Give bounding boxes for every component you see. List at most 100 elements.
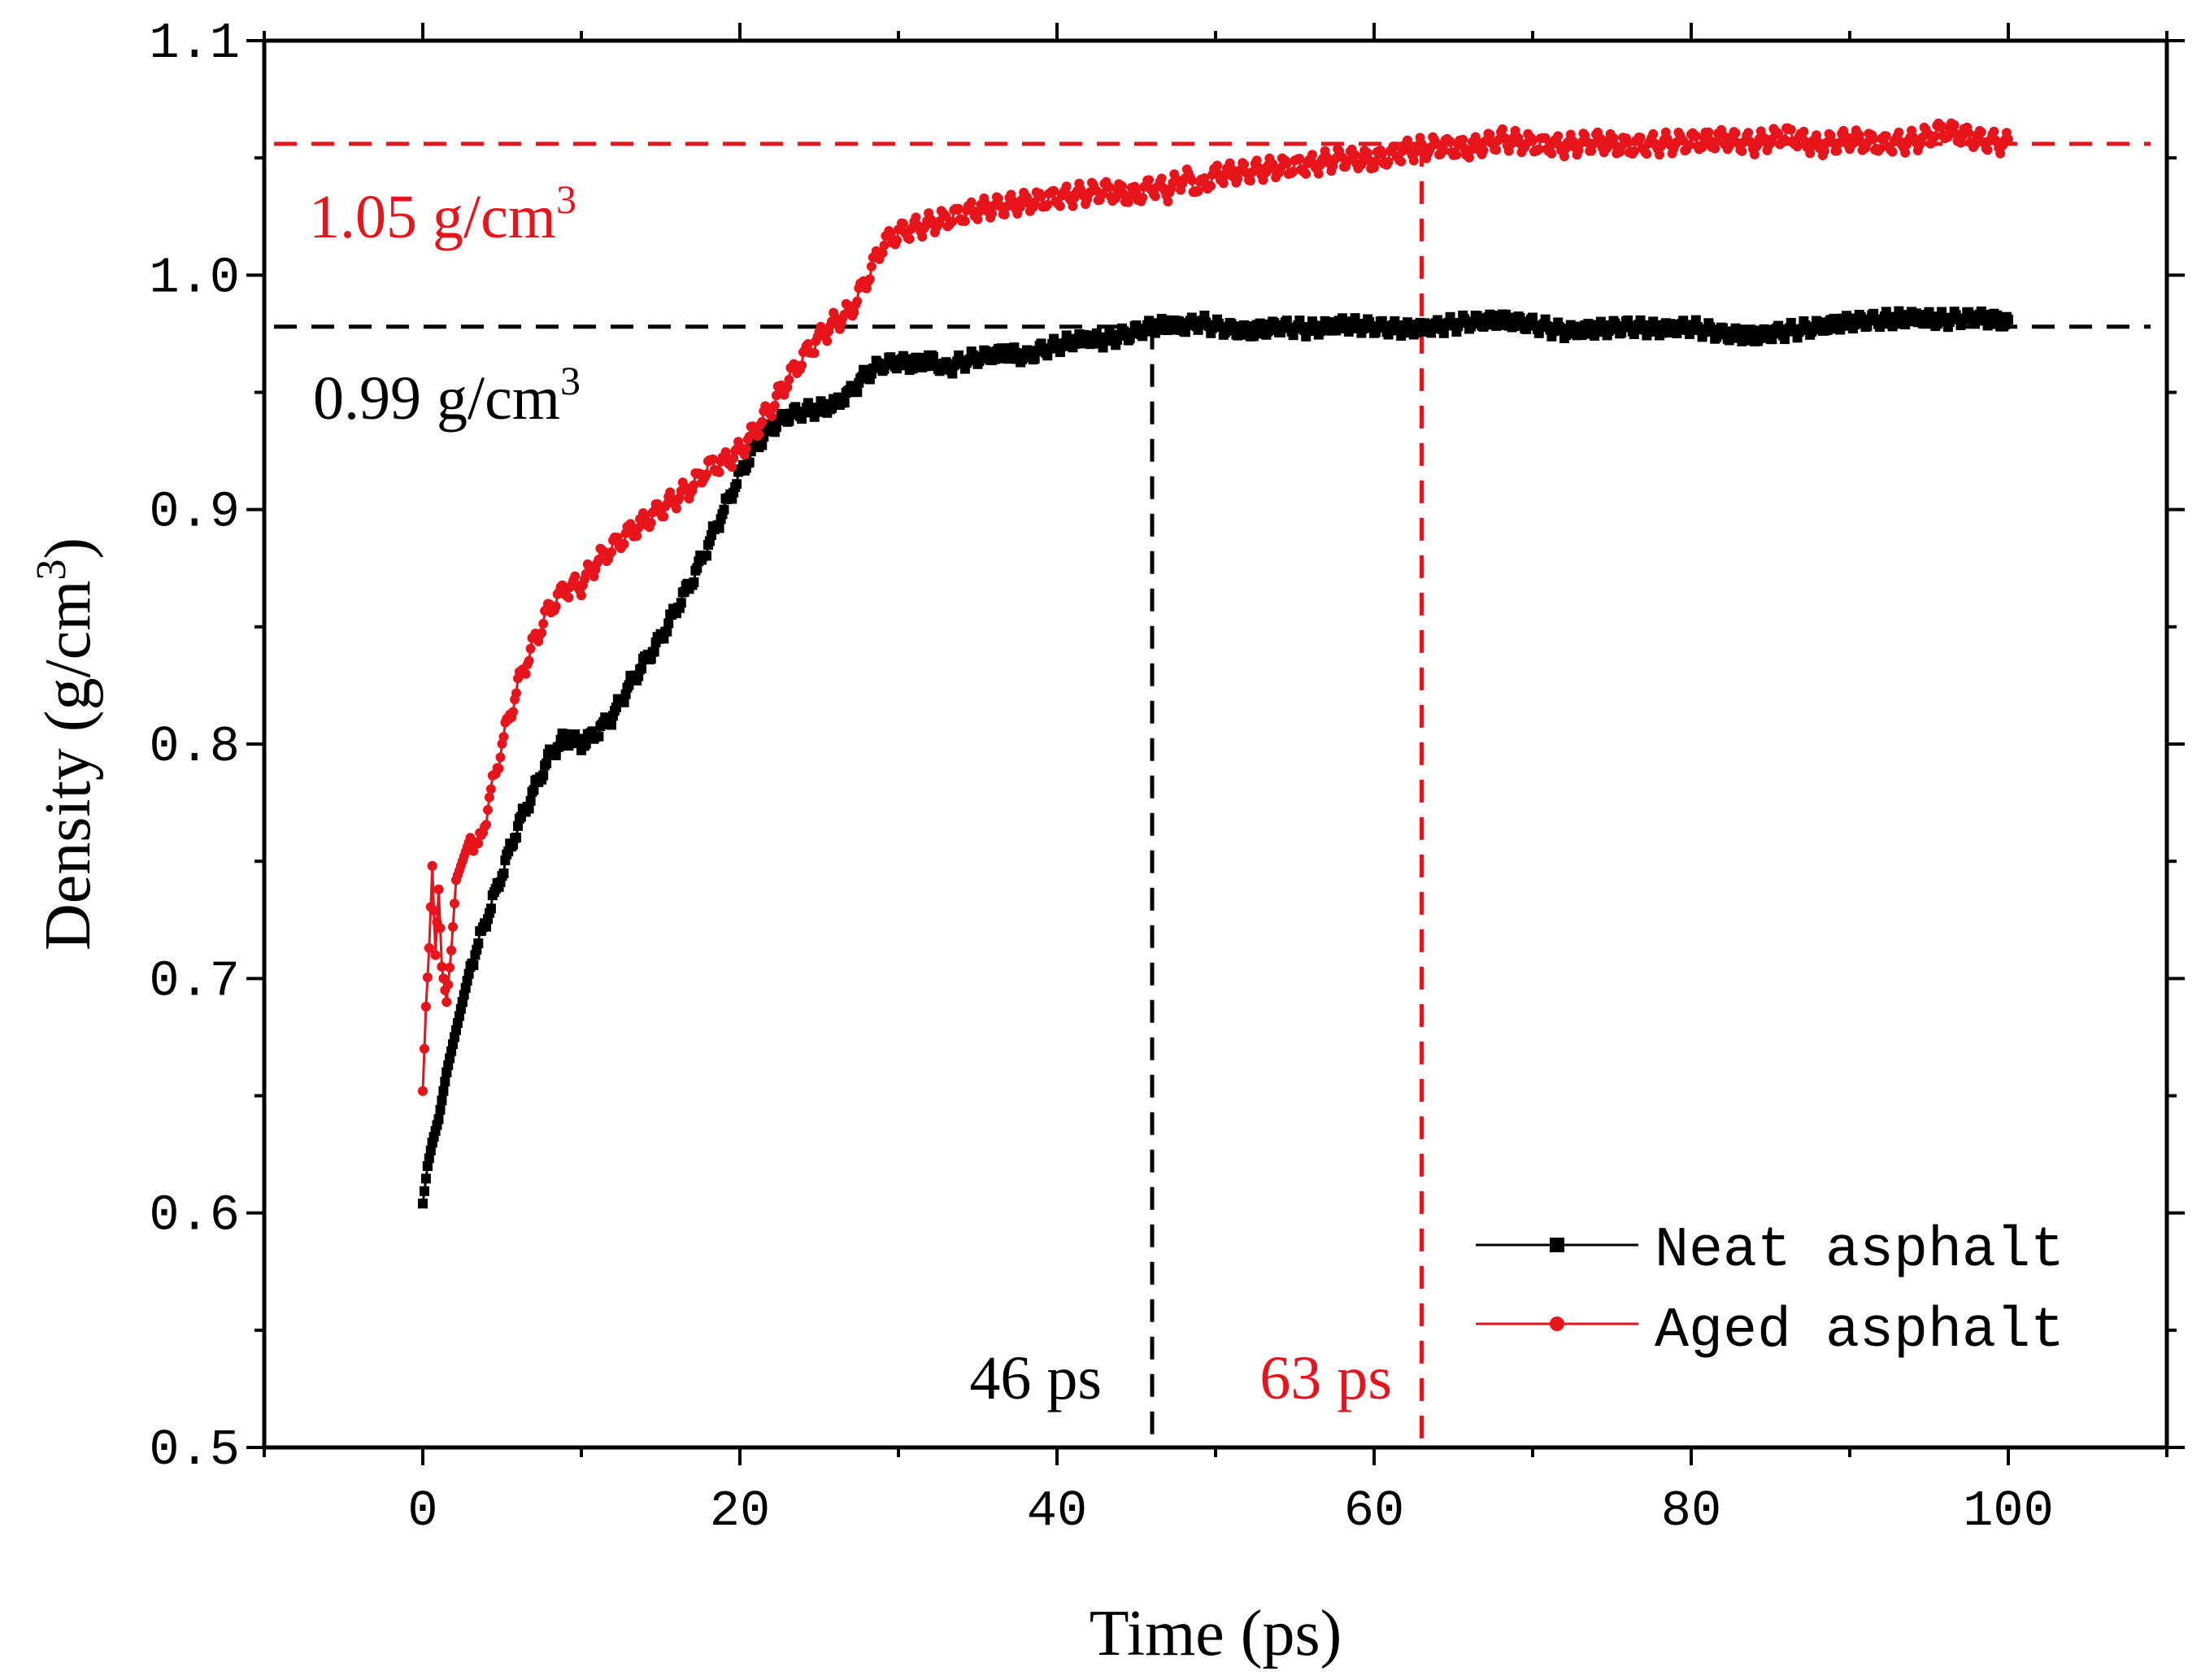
series-line xyxy=(421,120,2010,1091)
data-point xyxy=(1718,130,1728,141)
data-point xyxy=(435,923,446,934)
data-point xyxy=(1186,175,1197,185)
data-point xyxy=(1911,308,1921,319)
data-point xyxy=(702,469,711,480)
data-point xyxy=(445,962,455,973)
x-tick-label: 0 xyxy=(407,1482,437,1540)
data-point xyxy=(1792,141,1803,152)
data-point xyxy=(827,403,837,413)
data-point xyxy=(1350,150,1360,160)
data-point xyxy=(652,498,663,509)
data-point xyxy=(1672,329,1682,338)
data-point xyxy=(437,1095,447,1106)
data-point xyxy=(1982,145,1993,155)
data-point xyxy=(1629,146,1639,157)
data-point xyxy=(525,643,536,654)
data-point xyxy=(741,444,751,454)
data-point xyxy=(732,479,742,490)
data-point xyxy=(424,1153,434,1164)
data-point xyxy=(2003,134,2013,145)
data-point xyxy=(898,219,908,228)
data-series xyxy=(418,118,2013,1209)
data-point xyxy=(782,382,793,393)
data-point xyxy=(797,360,807,371)
data-point xyxy=(424,942,434,953)
data-point xyxy=(892,235,903,246)
y-tick-label: 0.6 xyxy=(149,1187,240,1245)
data-point xyxy=(433,1114,444,1125)
data-point xyxy=(1313,168,1324,179)
x-tick-label: 100 xyxy=(1963,1482,2054,1540)
data-point xyxy=(1251,155,1262,166)
data-point xyxy=(1049,185,1059,196)
data-point xyxy=(754,429,764,439)
data-point xyxy=(1930,131,1941,141)
data-point xyxy=(418,1086,428,1096)
data-point xyxy=(1832,146,1842,156)
data-point xyxy=(481,820,491,830)
data-point xyxy=(1150,191,1160,202)
data-point xyxy=(420,1186,429,1196)
data-point xyxy=(1491,145,1502,155)
data-point xyxy=(1498,124,1507,134)
data-point xyxy=(1875,144,1885,155)
data-point xyxy=(947,368,958,379)
data-point xyxy=(428,905,439,916)
series-neat-asphalt xyxy=(418,306,2013,1209)
data-point xyxy=(1533,144,1544,155)
data-point xyxy=(1233,174,1243,184)
data-point xyxy=(542,758,552,768)
data-point xyxy=(594,555,604,565)
data-point xyxy=(987,208,998,219)
legend-item-neat: Neat asphalt xyxy=(1476,1219,2064,1283)
data-point xyxy=(803,339,813,349)
data-point xyxy=(1655,150,1664,160)
data-point xyxy=(1338,313,1347,324)
data-point xyxy=(557,580,568,590)
data-point xyxy=(1743,128,1754,138)
data-point xyxy=(1371,156,1381,167)
data-point xyxy=(744,457,755,468)
data-point xyxy=(468,846,479,856)
data-point xyxy=(720,447,731,457)
annotation-neat-density: 0.99 g/cm3 xyxy=(313,358,581,433)
data-point xyxy=(594,731,604,742)
data-point xyxy=(442,997,452,1008)
y-tick-label: 1.1 xyxy=(149,15,240,72)
data-point xyxy=(1206,181,1216,191)
legend: Neat asphalt Aged asphalt xyxy=(1476,1219,2064,1364)
data-point xyxy=(1685,140,1694,150)
data-point xyxy=(1016,202,1026,212)
data-point xyxy=(1438,146,1449,155)
data-point xyxy=(1426,328,1437,338)
data-point xyxy=(1780,334,1790,345)
data-point xyxy=(1174,316,1185,327)
data-point xyxy=(1377,149,1387,159)
data-point xyxy=(1144,175,1155,185)
data-point xyxy=(422,1161,433,1171)
data-point xyxy=(520,668,531,679)
data-point xyxy=(1786,124,1796,135)
data-point xyxy=(1942,132,1953,142)
data-point xyxy=(966,197,977,207)
data-point xyxy=(576,590,586,601)
data-point xyxy=(1408,155,1419,166)
data-point xyxy=(1546,148,1557,159)
data-point xyxy=(1847,138,1858,149)
data-point xyxy=(1724,141,1734,151)
data-point xyxy=(1949,120,1960,130)
data-point xyxy=(494,764,504,774)
data-point xyxy=(537,628,547,638)
data-point xyxy=(633,523,644,533)
data-point xyxy=(485,903,496,914)
data-point xyxy=(433,884,444,894)
data-point xyxy=(1553,131,1564,141)
data-point xyxy=(1970,139,1980,150)
data-point xyxy=(1042,199,1053,210)
data-point xyxy=(663,618,674,629)
data-point xyxy=(1917,318,1928,329)
data-point xyxy=(714,523,724,533)
data-point xyxy=(529,785,539,795)
data-point xyxy=(1995,148,2006,159)
